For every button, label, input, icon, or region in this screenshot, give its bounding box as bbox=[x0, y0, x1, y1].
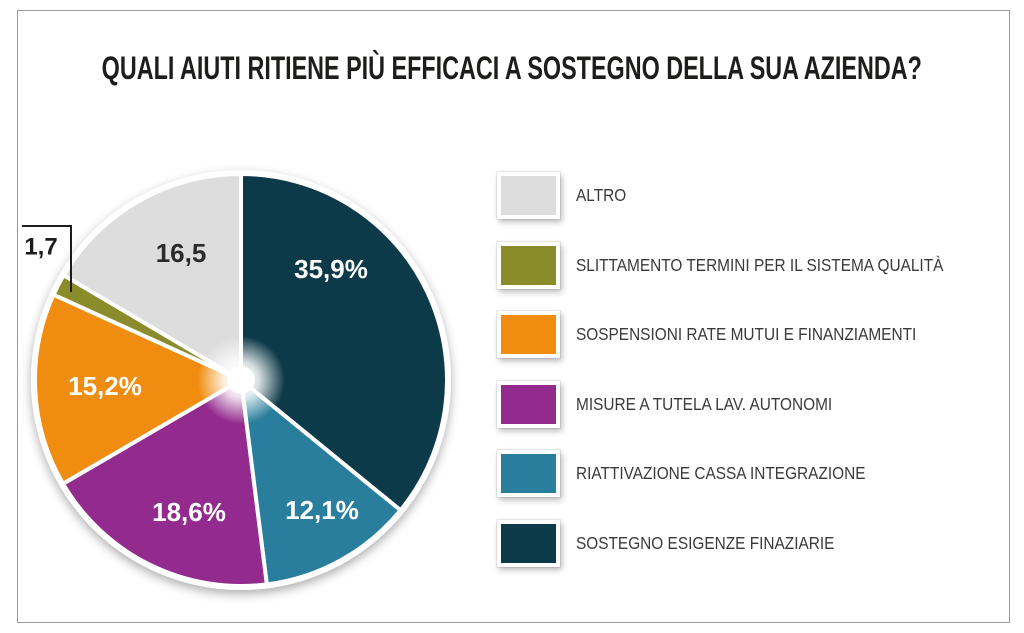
legend: ALTRO SLITTAMENTO TERMINI PER IL SISTEMA … bbox=[497, 172, 994, 567]
legend-label-sostegno-esigenze-finaziarie: SOSTEGNO ESIGENZE FINAZIARIE bbox=[576, 532, 835, 553]
legend-swatch-altro bbox=[497, 172, 560, 219]
legend-swatch-slittamento-termini-per-il-sistema-qualit bbox=[497, 241, 560, 289]
legend-item-misure-a-tutela-lav-autonomi: MISURE A TUTELA LAV. AUTONOMI bbox=[497, 380, 994, 428]
pie-center-dot bbox=[227, 366, 255, 394]
pie-slice-altro bbox=[61, 172, 243, 382]
legend-item-sostegno-esigenze-finaziarie: SOSTEGNO ESIGENZE FINAZIARIE bbox=[497, 519, 994, 567]
pie-chart: 35,9% 12,1% 18,6% 15,2% 1,7 16,5 bbox=[22, 170, 451, 590]
pie-value-label-misure-a-tutela-lav-autonomi: 18,6% bbox=[152, 497, 226, 527]
legend-swatch-misure-a-tutela-lav-autonomi bbox=[497, 380, 560, 428]
pie-slice-riattivazione-cassa-integrazione bbox=[239, 378, 403, 587]
legend-label-slittamento-termini-per-il-sistema-qualit: SLITTAMENTO TERMINI PER IL SISTEMA QUALI… bbox=[576, 254, 944, 275]
legend-label-riattivazione-cassa-integrazione: RIATTIVAZIONE CASSA INTEGRAZIONE bbox=[576, 463, 866, 483]
pie-value-label-altro: 16,5 bbox=[156, 238, 207, 268]
chart-title: QUALI AIUTI RITIENE PIÙ EFFICACI A SOSTE… bbox=[101, 50, 923, 86]
pie-value-label-riattivazione-cassa-integrazione: 12,1% bbox=[285, 495, 359, 525]
pie-value-label-sostegno-esigenze-finaziarie: 35,9% bbox=[294, 254, 368, 284]
legend-swatch-riattivazione-cassa-integrazione bbox=[497, 450, 560, 497]
legend-item-riattivazione-cassa-integrazione: RIATTIVAZIONE CASSA INTEGRAZIONE bbox=[497, 450, 994, 497]
legend-label-altro: ALTRO bbox=[576, 185, 627, 205]
legend-swatch-sospensioni-rate-mutui-e-finanziamenti bbox=[497, 311, 560, 358]
pie-slice-misure-a-tutela-lav-autonomi bbox=[61, 378, 269, 588]
legend-item-sospensioni-rate-mutui-e-finanziamenti: SOSPENSIONI RATE MUTUI E FINANZIAMENTI bbox=[497, 311, 994, 358]
pie-value-label-slittamento-termini-per-il-sistema-qualit: 1,7 bbox=[24, 234, 57, 261]
legend-item-altro: ALTRO bbox=[497, 172, 994, 219]
pie-value-label-sospensioni-rate-mutui-e-finanziamenti: 15,2% bbox=[68, 371, 142, 401]
legend-swatch-sostegno-esigenze-finaziarie bbox=[497, 519, 560, 567]
title-row: QUALI AIUTI RITIENE PIÙ EFFICACI A SOSTE… bbox=[0, 50, 1024, 87]
legend-item-slittamento-termini-per-il-sistema-qualit: SLITTAMENTO TERMINI PER IL SISTEMA QUALI… bbox=[497, 241, 994, 289]
callout-line-slittamento-termini-per-il-sistema-qualit bbox=[22, 225, 72, 292]
pie-slice-sospensioni-rate-mutui-e-finanziamenti bbox=[33, 292, 243, 486]
pie-slice-sostegno-esigenze-finaziarie bbox=[239, 172, 449, 513]
legend-label-sospensioni-rate-mutui-e-finanziamenti: SOSPENSIONI RATE MUTUI E FINANZIAMENTI bbox=[576, 324, 917, 344]
legend-label-misure-a-tutela-lav-autonomi: MISURE A TUTELA LAV. AUTONOMI bbox=[576, 393, 833, 414]
